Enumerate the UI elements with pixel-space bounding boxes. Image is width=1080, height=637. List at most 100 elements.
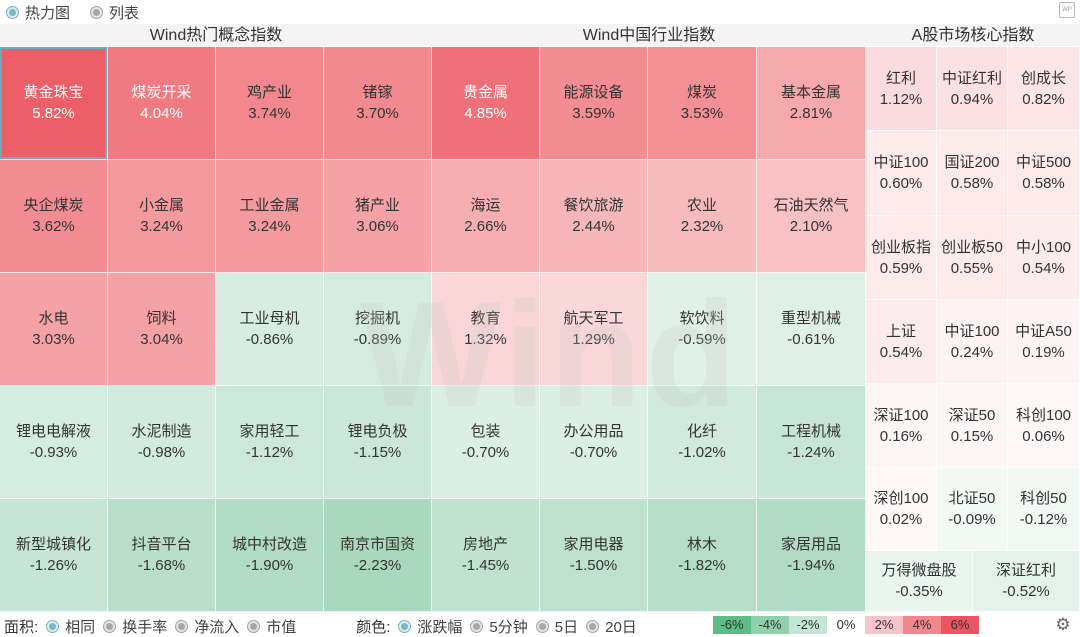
heatmap-tile[interactable]: 水电 3.03% — [0, 273, 108, 386]
tile-change-value: 5.82% — [32, 105, 75, 122]
heatmap-tile[interactable]: 中证500 0.58% — [1008, 131, 1080, 216]
heatmap-tile[interactable]: 深创100 0.02% — [866, 468, 937, 551]
heatmap-tile[interactable]: 林木 -1.82% — [648, 499, 757, 612]
panel-title: Wind中国行业指数 — [432, 24, 866, 47]
heatmap-tile[interactable]: 包装 -0.70% — [432, 386, 540, 499]
heatmap-tile[interactable]: 挖掘机 -0.89% — [324, 273, 432, 386]
area-option-turnover[interactable]: 换手率 — [103, 616, 167, 637]
tile-change-value: 0.60% — [879, 175, 923, 192]
heatmap-tile[interactable]: 中证100 0.60% — [866, 131, 937, 216]
heatmap-tile[interactable]: 央企煤炭 3.62% — [0, 160, 108, 273]
tile-change-value: 3.62% — [32, 218, 75, 235]
heatmap-tile[interactable]: 基本金属 2.81% — [757, 47, 866, 160]
heatmap-tile[interactable]: 家居用品 -1.94% — [757, 499, 866, 612]
tile-name: 水泥制造 — [131, 423, 192, 440]
tile-name: 基本金属 — [780, 84, 841, 101]
heatmap-tile[interactable]: 水泥制造 -0.98% — [108, 386, 216, 499]
heatmap-tile[interactable]: 锗镓 3.70% — [324, 47, 432, 160]
area-option-marketcap[interactable]: 市值 — [247, 616, 296, 637]
heatmap-tile[interactable]: 红利 1.12% — [866, 47, 937, 131]
heatmap-tile[interactable]: 石油天然气 2.10% — [757, 160, 866, 273]
heatmap-tile[interactable]: 软饮料 -0.59% — [648, 273, 757, 386]
heatmap-tile[interactable]: 黄金珠宝 5.82% — [0, 47, 108, 160]
heatmap-tile[interactable]: 家用轻工 -1.12% — [216, 386, 324, 499]
heatmap-tile[interactable]: 抖音平台 -1.68% — [108, 499, 216, 612]
tile-change-value: -2.23% — [353, 557, 402, 574]
heatmap-tile[interactable]: 深证100 0.16% — [866, 384, 937, 468]
color-option-5day[interactable]: 5日 — [535, 616, 578, 637]
color-option-20day[interactable]: 20日 — [586, 616, 637, 637]
tile-change-value: -1.94% — [787, 557, 835, 574]
tile-change-value: -0.09% — [948, 511, 996, 528]
area-option-netflow[interactable]: 净流入 — [175, 616, 239, 637]
heatmap-tile[interactable]: 国证200 0.58% — [937, 131, 1008, 216]
heatmap-tile[interactable]: 万得微盘股 -0.35% — [866, 551, 973, 612]
heatmap-tile[interactable]: 锂电负极 -1.15% — [324, 386, 432, 499]
heatmap-tile[interactable]: 工程机械 -1.24% — [757, 386, 866, 499]
tile-name: 石油天然气 — [773, 197, 849, 214]
heatmap-tile[interactable]: 南京市国资 -2.23% — [324, 499, 432, 612]
heatmap-tile[interactable]: 教育 1.32% — [432, 273, 540, 386]
tile-change-value: 0.06% — [1022, 427, 1065, 445]
heatmap-tile[interactable]: 中小100 0.54% — [1008, 216, 1080, 300]
tile-name: 万得微盘股 — [881, 562, 957, 579]
heatmap-tile[interactable]: 深证50 0.15% — [937, 384, 1008, 468]
heatmap-tile[interactable]: 能源设备 3.59% — [540, 47, 648, 160]
heatmap-tile[interactable]: 工业母机 -0.86% — [216, 273, 324, 386]
tile-name: 科创50 — [1020, 490, 1067, 507]
heatmap-tile[interactable]: 科创50 -0.12% — [1008, 468, 1080, 551]
heatmap-tile[interactable]: 鸡产业 3.74% — [216, 47, 324, 160]
heatmap-tile[interactable]: 海运 2.66% — [432, 160, 540, 273]
heatmap-tile[interactable]: 小金属 3.24% — [108, 160, 216, 273]
gear-icon[interactable]: ⚙ — [1055, 615, 1071, 634]
heatmap-tile[interactable]: 房地产 -1.45% — [432, 499, 540, 612]
tile-change-value: -0.89% — [353, 331, 402, 348]
tile-change-value: 3.24% — [140, 218, 183, 235]
heatmap-tile[interactable]: 创成长 0.82% — [1008, 47, 1080, 131]
heatmap-tile[interactable]: 餐饮旅游 2.44% — [540, 160, 648, 273]
heatmap-tile[interactable]: 深证红利 -0.52% — [973, 551, 1080, 612]
tile-name: 中证A50 — [1015, 322, 1072, 340]
heatmap-tile[interactable]: 城中村改造 -1.90% — [216, 499, 324, 612]
heatmap-tile[interactable]: 创业板指 0.59% — [866, 216, 937, 300]
heatmap-tile[interactable]: 贵金属 4.85% — [432, 47, 540, 160]
color-option-change[interactable]: 涨跌幅 — [398, 616, 462, 637]
heatmap-tile[interactable]: 化纤 -1.02% — [648, 386, 757, 499]
tile-change-value: 0.59% — [879, 259, 923, 277]
tile-name: 挖掘机 — [354, 310, 400, 327]
heatmap-tile[interactable]: 家用电器 -1.50% — [540, 499, 648, 612]
heatmap-tile[interactable]: 中证A50 0.19% — [1008, 300, 1080, 384]
heatmap-tile[interactable]: 饲料 3.04% — [108, 273, 216, 386]
heatmap-tile[interactable]: 创业板50 0.55% — [937, 216, 1008, 300]
tile-name: 工业母机 — [239, 310, 300, 327]
color-option-label: 5分钟 — [489, 618, 528, 636]
tile-change-value: 0.58% — [1022, 175, 1065, 192]
color-option-5min[interactable]: 5分钟 — [470, 616, 528, 637]
tile-change-value: -0.98% — [137, 444, 186, 461]
tab-heatmap[interactable]: 热力图 — [6, 2, 70, 23]
heatmap-tile[interactable]: 煤炭 3.53% — [648, 47, 757, 160]
heatmap-tile[interactable]: 重型机械 -0.61% — [757, 273, 866, 386]
heatmap-tile[interactable]: 猪产业 3.06% — [324, 160, 432, 273]
radio-selected-icon — [6, 5, 19, 19]
area-option-same[interactable]: 相同 — [46, 616, 95, 637]
heatmap-tile[interactable]: 中证100 0.24% — [937, 300, 1008, 384]
heatmap-tile[interactable]: 北证50 -0.09% — [937, 468, 1008, 551]
panel-title: A股市场核心指数 — [866, 24, 1080, 47]
heatmap-tile[interactable]: 科创100 0.06% — [1008, 384, 1080, 468]
tile-name: 锗镓 — [362, 84, 393, 101]
tile-change-value: 3.06% — [356, 218, 399, 235]
heatmap-tile[interactable]: 煤炭开采 4.04% — [108, 47, 216, 160]
tile-change-value: 0.82% — [1022, 90, 1065, 108]
heatmap-tile[interactable]: 农业 2.32% — [648, 160, 757, 273]
heatmap-tile[interactable]: 工业金属 3.24% — [216, 160, 324, 273]
view-mode-bar: 热力图 列表 WP — [0, 0, 1080, 24]
heatmap-tile[interactable]: 上证 0.54% — [866, 300, 937, 384]
heatmap-tile[interactable]: 航天军工 1.29% — [540, 273, 648, 386]
heatmap-tile[interactable]: 新型城镇化 -1.26% — [0, 499, 108, 612]
heatmap-tile[interactable]: 办公用品 -0.70% — [540, 386, 648, 499]
heatmap-tile[interactable]: 中证红利 0.94% — [937, 47, 1008, 131]
radio-unselected-icon — [175, 619, 189, 633]
heatmap-tile[interactable]: 锂电电解液 -0.93% — [0, 386, 108, 499]
tab-list[interactable]: 列表 — [90, 2, 139, 23]
